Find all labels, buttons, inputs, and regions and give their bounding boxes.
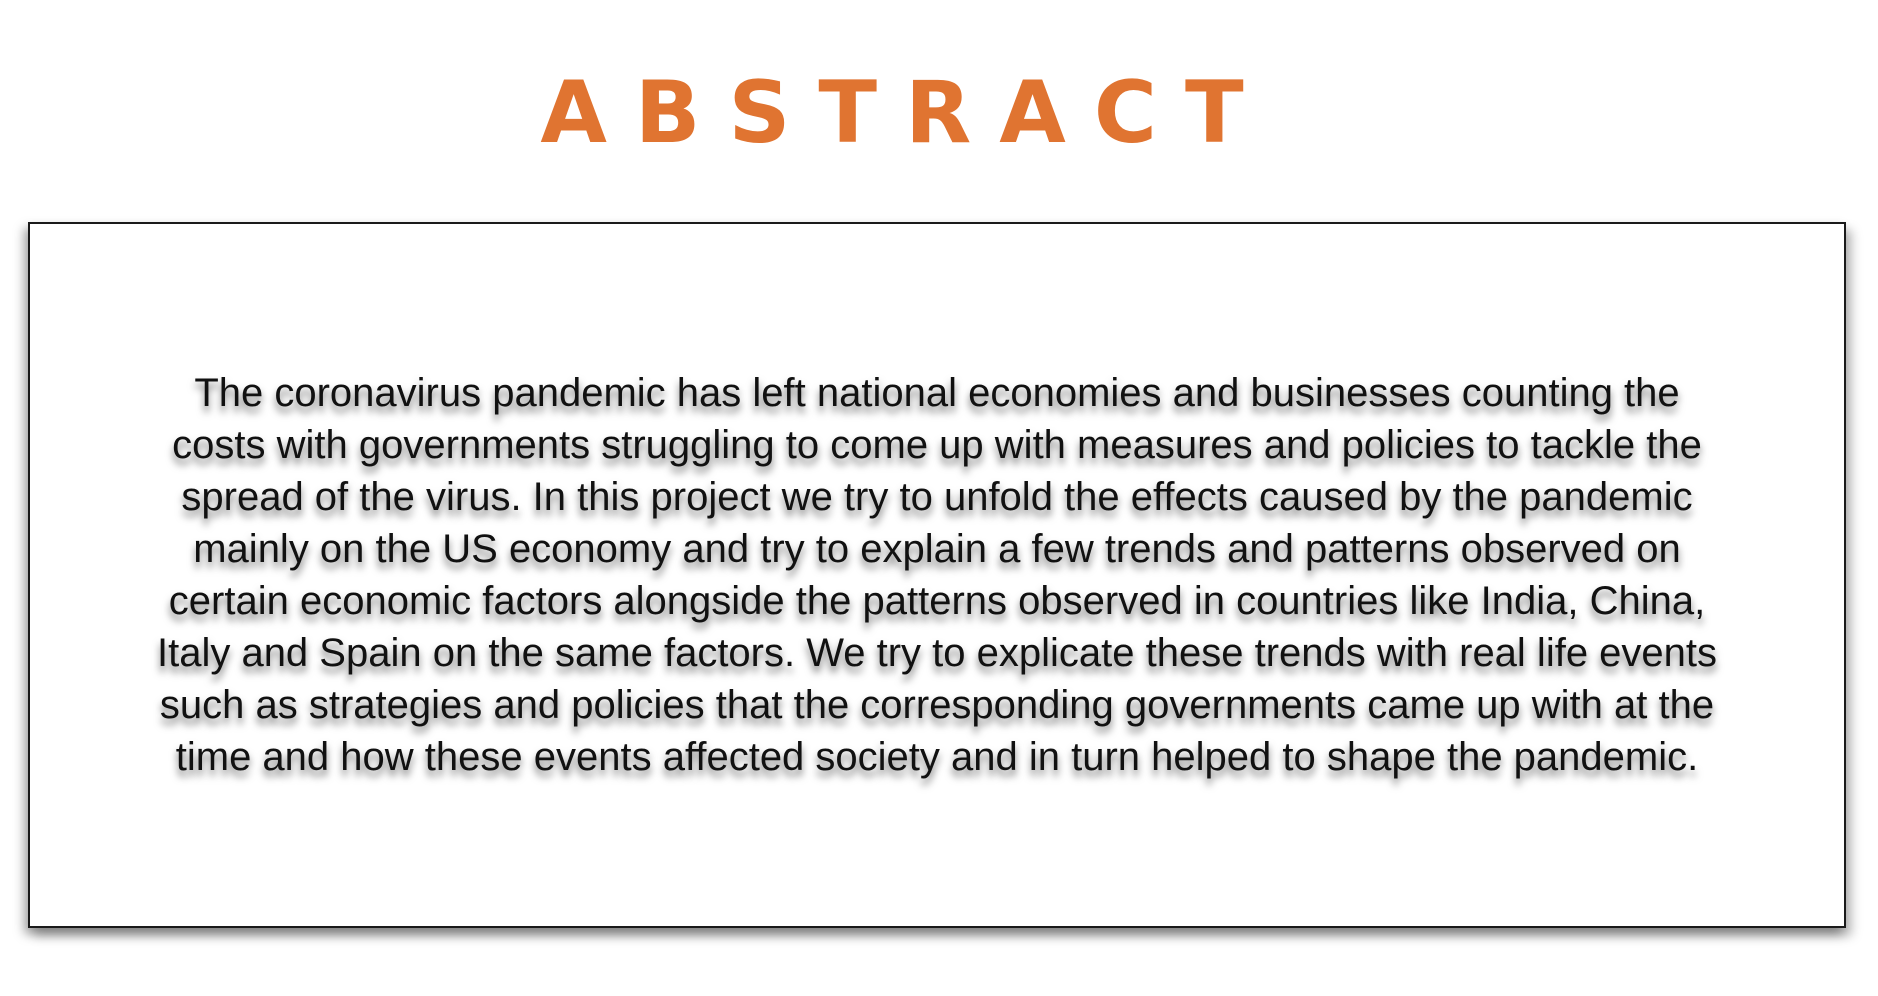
abstract-line: certain economic factors alongside the p… [168,579,1706,623]
abstract-box: The coronavirus pandemic has left nation… [28,222,1846,928]
abstract-line: such as strategies and policies that the… [159,683,1715,727]
abstract-heading: ABSTRACT [540,63,1272,163]
abstract-line: spread of the virus. In this project we … [181,475,1693,519]
abstract-line: costs with governments struggling to com… [172,423,1702,467]
abstract-line: Italy and Spain on the same factors. We … [156,631,1718,675]
abstract-paragraph: The coronavirus pandemic has left nation… [137,367,1737,783]
abstract-line: mainly on the US economy and try to expl… [193,527,1681,571]
abstract-line: time and how these events affected socie… [175,735,1699,779]
abstract-line: The coronavirus pandemic has left nation… [194,371,1680,415]
